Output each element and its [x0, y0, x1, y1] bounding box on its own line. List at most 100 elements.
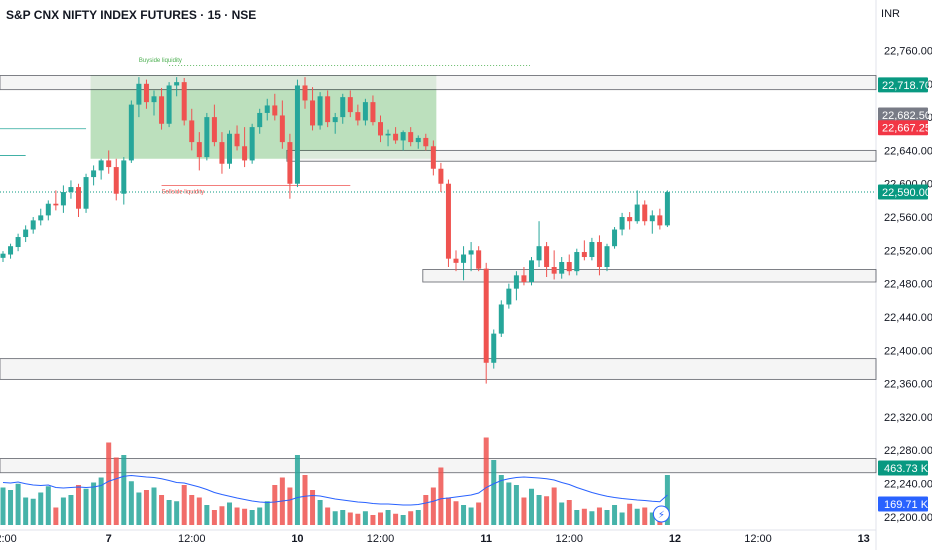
currency-label[interactable]: INR [881, 8, 900, 20]
volume-bar [612, 505, 618, 525]
volume-bar [0, 487, 6, 525]
volume-bar [151, 487, 157, 525]
volume-bar [189, 495, 195, 525]
volume-bar [370, 515, 376, 525]
volume-bar [355, 513, 361, 525]
volume-bar [106, 442, 112, 525]
volume-bar [438, 467, 444, 525]
volume-bar [634, 508, 640, 525]
x-tick-label: 13 [858, 533, 870, 545]
volume-bar [166, 500, 172, 525]
volume-bar [53, 507, 59, 525]
candle-body [128, 104, 134, 161]
candle-body [257, 112, 263, 128]
candle-body [385, 133, 391, 136]
candle-body [506, 288, 512, 305]
zone-box [0, 358, 877, 380]
price-label: 22,682.50 [882, 110, 931, 122]
candle-body [612, 229, 618, 247]
y-tick-label: 22,560.00 [884, 212, 932, 224]
volume-bar [468, 507, 474, 525]
candle-body [483, 268, 489, 363]
volume-bar [234, 507, 240, 525]
candle-body [340, 97, 346, 118]
candle-body [370, 102, 376, 123]
candle-body [53, 203, 59, 206]
volume-bar [76, 485, 81, 525]
y-tick-label: 22,320.00 [884, 412, 932, 424]
volume-bar [513, 485, 519, 525]
candle-body [581, 252, 587, 258]
volume-bar [619, 512, 625, 525]
candle-body [317, 96, 323, 126]
candle-body [219, 142, 225, 164]
price-label-box [878, 77, 928, 93]
buyside-liquidity-label: Buyside liquidity [139, 58, 182, 64]
volume-bar [430, 487, 436, 525]
x-tick-label: 11 [480, 533, 492, 545]
candle-body [272, 105, 278, 116]
volume-bar [476, 502, 482, 525]
candle-body [596, 242, 602, 268]
candle-body [566, 262, 572, 272]
zone-box [0, 75, 877, 91]
candle-body [355, 112, 361, 121]
candle-body [544, 246, 550, 268]
y-tick-label: 22,280.00 [884, 445, 932, 457]
zone-box [422, 269, 877, 283]
candle-body [45, 203, 51, 216]
candle-body [166, 85, 172, 124]
volume-label-box [878, 496, 928, 512]
price-label-box [878, 120, 928, 136]
volume-bar [68, 495, 74, 525]
zone-box [286, 149, 877, 162]
candle-body [649, 215, 655, 222]
volume-bar [378, 512, 383, 525]
volume-bar [91, 482, 97, 525]
candle-body [393, 133, 399, 141]
volume-bar [385, 510, 391, 525]
candle-body [310, 100, 316, 126]
volume-bar [491, 460, 497, 525]
volume-label: 169.71 K [884, 499, 929, 511]
volume-bar [242, 508, 248, 525]
volume-label-box [878, 460, 928, 476]
volume-bar [302, 475, 308, 525]
y-tick-label: 22,440.00 [884, 312, 932, 324]
candle-body [529, 260, 534, 282]
x-tick-label: 12:00 [367, 533, 395, 545]
volume-bar [136, 492, 142, 525]
volume-bar [8, 490, 14, 525]
candle-body [664, 192, 670, 226]
candle-body [249, 127, 255, 161]
y-tick-label: 22,480.00 [884, 279, 932, 291]
candle-body [196, 142, 202, 158]
y-tick-label: 22,760.00 [884, 45, 932, 57]
x-tick-label: 10 [291, 533, 303, 545]
candle-body [536, 246, 542, 261]
candle-body [468, 250, 474, 255]
volume-bar [332, 511, 338, 525]
y-tick-label: 22,400.00 [884, 345, 932, 357]
volume-bar [181, 485, 187, 525]
volume-bar [272, 485, 278, 525]
candle-body [143, 83, 149, 103]
candle-body [83, 177, 89, 209]
y-tick-label: 22,640.00 [884, 145, 932, 157]
volume-bar [649, 512, 655, 525]
candle-body [513, 275, 519, 289]
candle-body [0, 253, 6, 258]
lightning-icon: ⚡ [658, 510, 665, 521]
candle-body [627, 217, 633, 222]
volume-bar [347, 512, 353, 525]
volume-bar [529, 488, 534, 525]
x-tick-label: 12:00 [178, 533, 206, 545]
candle-body [287, 142, 293, 184]
volume-bar [128, 481, 134, 525]
volume-bar [589, 511, 595, 525]
volume-bar [400, 515, 406, 525]
candle-body [23, 229, 29, 238]
candle-body [174, 82, 180, 86]
candle-body [159, 96, 165, 124]
